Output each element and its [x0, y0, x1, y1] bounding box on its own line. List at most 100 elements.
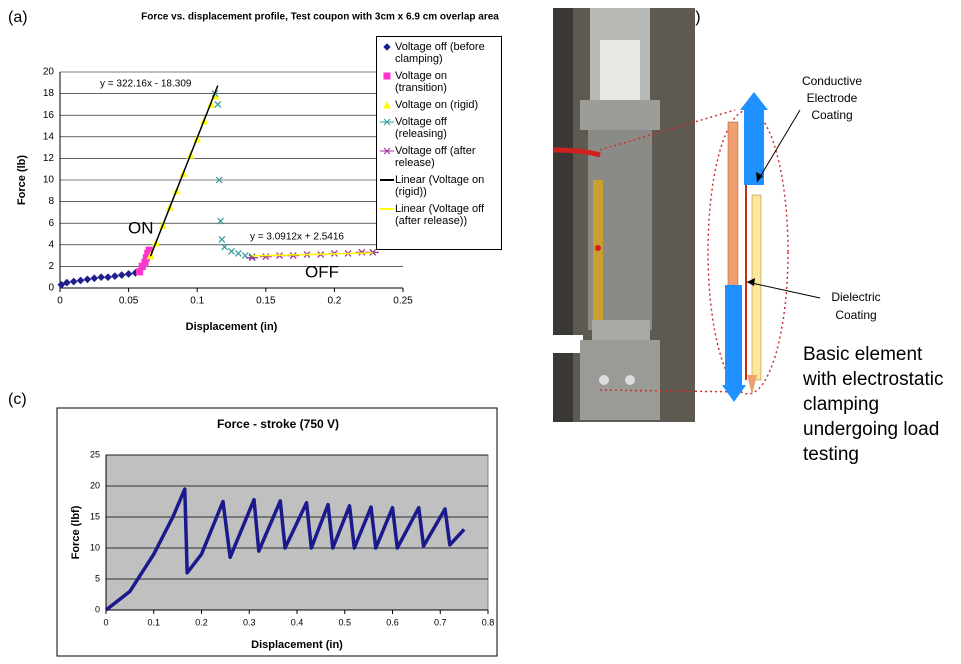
diagram-label: Dielectric [831, 290, 880, 304]
y-tick-label: 12 [43, 153, 55, 164]
x-tick-label: 0 [57, 296, 63, 307]
panel-label: (a) [8, 9, 28, 26]
plot-area [105, 454, 489, 611]
legend-swatch [383, 100, 391, 109]
caption-line: with electrostatic [802, 369, 943, 390]
legend-entry: Voltage off (before clamping) [379, 41, 501, 65]
x-tick-label: 0.15 [256, 296, 276, 307]
legend-entry: Linear (Voltage off (after release)) [379, 203, 501, 227]
legend-swatch [380, 179, 394, 181]
legend-entry: Voltage off (releasing) [379, 116, 501, 140]
y-tick-label: 10 [90, 542, 100, 552]
y-tick-label: 16 [43, 110, 55, 121]
annotation: ON [128, 218, 154, 237]
y-tick-label: 20 [90, 480, 100, 490]
data-point [259, 253, 272, 261]
data-point [117, 271, 126, 279]
y-tick-label: 5 [95, 573, 100, 583]
chart-title: Force vs. displacement profile, Test cou… [141, 12, 499, 23]
legend-label: Voltage on (rigid) [395, 99, 479, 111]
y-tick-label: 0 [95, 604, 100, 614]
x-tick-label: 0.3 [243, 617, 256, 627]
y-tick-label: 10 [43, 175, 55, 186]
y-tick-label: 20 [43, 67, 55, 78]
panel-label: (c) [8, 391, 27, 408]
y-tick-label: 18 [43, 88, 55, 99]
x-tick-label: 0.7 [434, 617, 447, 627]
legend-swatch-mark [383, 43, 391, 51]
data-line [252, 252, 373, 257]
data-line [149, 85, 219, 257]
legend-swatch-mark [380, 118, 394, 126]
data-point [214, 100, 222, 108]
y-tick-label: 6 [48, 218, 54, 229]
x-axis-label: Displacement (in) [251, 639, 343, 651]
legend-swatch [383, 43, 391, 51]
x-axis-label: Displacement (in) [186, 321, 278, 333]
diagram-label: Coating [811, 108, 852, 122]
legend-entry: Voltage on (rigid) [379, 99, 501, 111]
y-tick-label: 25 [90, 449, 100, 459]
diagram-label: Coating [835, 308, 876, 322]
legend-label: Voltage off (before clamping) [395, 41, 485, 65]
annotation: y = 3.0912x + 2.5416 [250, 232, 344, 243]
x-tick-label: 0.1 [147, 617, 160, 627]
legend-label: Linear (Voltage on (rigid)) [395, 174, 485, 198]
annotation: y = 322.16x - 18.309 [100, 79, 192, 90]
legend-swatch-mark [383, 72, 391, 80]
legend: Voltage off (before clamping) Voltage on … [376, 36, 502, 250]
legend-label: Voltage off (releasing) [395, 116, 447, 140]
legend-swatch-mark [383, 100, 391, 109]
data-point [63, 278, 71, 287]
legend-entry: Voltage on (transition) [379, 70, 501, 94]
y-axis-label: Force (lbf) [70, 505, 82, 559]
x-tick-label: 0.5 [338, 617, 351, 627]
x-tick-label: 0.05 [119, 296, 139, 307]
caption-line: Basic element [803, 344, 923, 365]
legend-swatch-mark [380, 147, 394, 155]
data-point [83, 275, 92, 284]
x-tick-label: 0.25 [393, 296, 413, 307]
chart-title: Force - stroke (750 V) [217, 417, 339, 431]
data-point [228, 247, 235, 255]
caption-line: clamping [803, 394, 879, 415]
y-tick-label: 0 [48, 283, 54, 294]
x-tick-label: 0.8 [482, 617, 495, 627]
diagram-label: Electrode [807, 91, 858, 105]
legend-swatch [383, 72, 391, 80]
data-point [111, 272, 119, 280]
zoom-indicator [599, 109, 789, 395]
legend-label: Voltage off (after release) [395, 145, 476, 169]
legend-swatch [380, 118, 394, 126]
data-point [218, 235, 226, 243]
legend-swatch [380, 208, 394, 210]
x-tick-label: 0.4 [291, 617, 304, 627]
legend-entry: Linear (Voltage on (rigid)) [379, 174, 501, 198]
data-line [104, 487, 466, 612]
x-tick-label: 0.2 [327, 296, 341, 307]
data-point [90, 274, 99, 283]
x-tick-label: 0.1 [190, 296, 204, 307]
photo [552, 8, 695, 422]
data-point [124, 270, 133, 278]
data-point [234, 250, 242, 257]
y-tick-label: 8 [48, 196, 54, 207]
data-point [215, 176, 223, 184]
legend-label: Linear (Voltage off (after release)) [395, 203, 485, 227]
data-point [97, 273, 106, 282]
legend-entry: Voltage off (after release) [379, 145, 501, 169]
legend-label: Voltage on (transition) [395, 70, 447, 94]
y-axis-label: Force (lb) [16, 155, 28, 205]
data-point [217, 217, 224, 225]
data-point [69, 277, 78, 286]
caption-line: testing [803, 444, 859, 465]
data-point [57, 280, 66, 289]
x-tick-label: 0.2 [195, 617, 208, 627]
x-tick-label: 0.6 [386, 617, 399, 627]
y-tick-label: 15 [90, 511, 100, 521]
y-tick-label: 14 [43, 131, 55, 142]
data-point [248, 253, 256, 261]
y-tick-label: 4 [48, 239, 54, 250]
